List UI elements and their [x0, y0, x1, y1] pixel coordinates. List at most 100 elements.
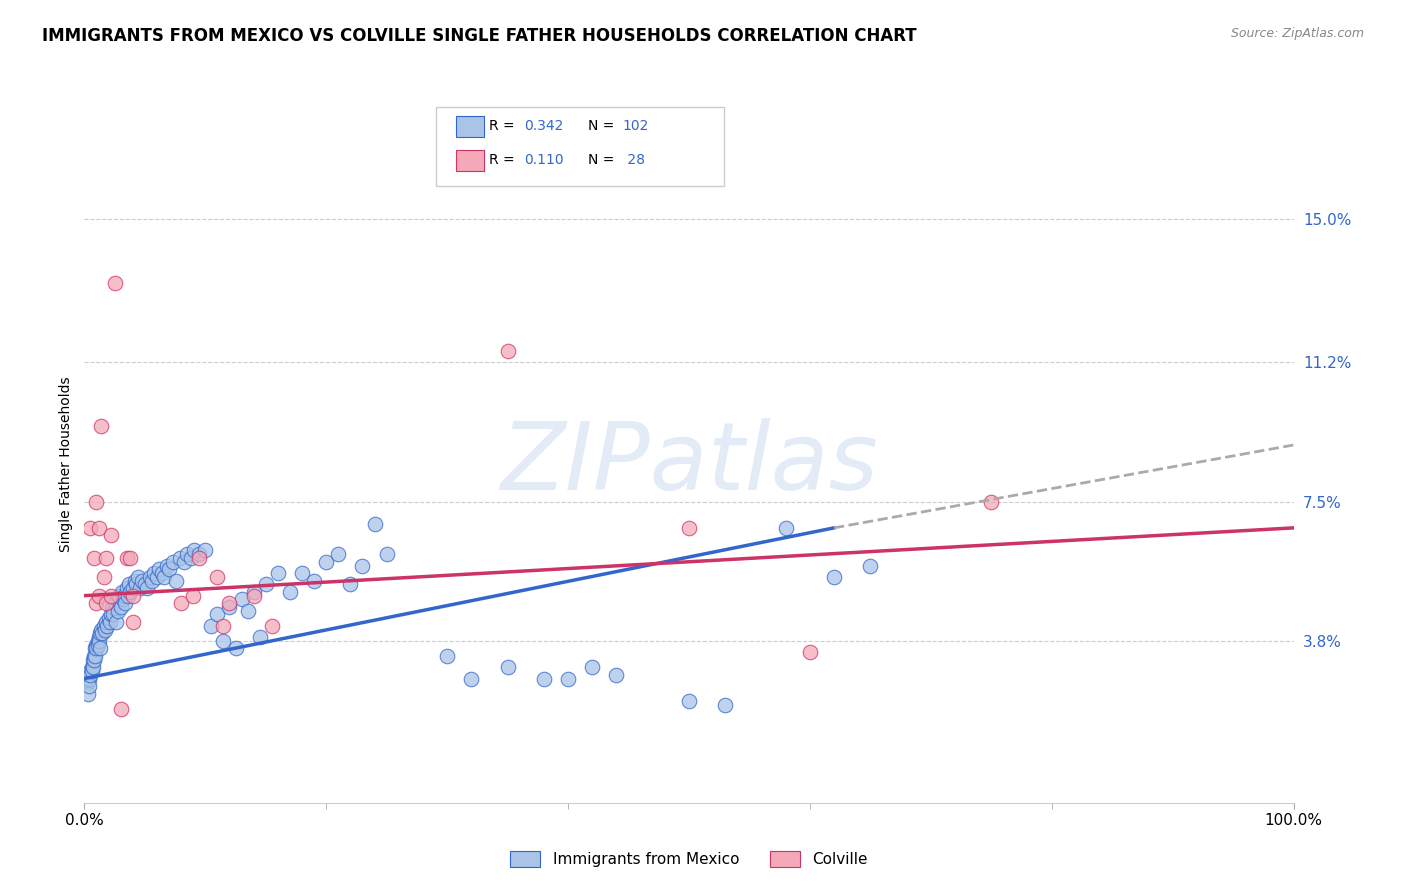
Point: [86, 638, 108, 652]
Point: [111, 585, 134, 599]
Text: 28: 28: [623, 153, 645, 167]
Point: [242, 589, 264, 603]
Point: [980, 494, 1002, 508]
Point: [87, 521, 110, 535]
Point: [105, 592, 128, 607]
Point: [77, 679, 100, 693]
Point: [207, 570, 229, 584]
Point: [249, 630, 271, 644]
Point: [194, 543, 217, 558]
Point: [118, 577, 141, 591]
Point: [496, 343, 519, 358]
Point: [218, 596, 240, 610]
Point: [328, 547, 350, 561]
Point: [94, 596, 117, 610]
Text: 0.110: 0.110: [524, 153, 564, 167]
Point: [104, 596, 127, 610]
Point: [218, 599, 240, 614]
Text: Source: ZipAtlas.com: Source: ZipAtlas.com: [1230, 27, 1364, 40]
Point: [169, 551, 191, 566]
Point: [77, 687, 100, 701]
Point: [183, 543, 205, 558]
Point: [87, 630, 110, 644]
Point: [162, 555, 184, 569]
Point: [114, 596, 136, 610]
Point: [84, 648, 107, 663]
Point: [89, 641, 111, 656]
Point: [212, 633, 235, 648]
Point: [302, 574, 325, 588]
Point: [120, 551, 142, 566]
Point: [110, 599, 132, 614]
Point: [79, 664, 101, 678]
Point: [115, 551, 138, 566]
Point: [170, 596, 193, 610]
Text: R =: R =: [489, 153, 519, 167]
Point: [82, 653, 104, 667]
Point: [148, 562, 170, 576]
Point: [460, 672, 482, 686]
Point: [94, 551, 117, 566]
Point: [87, 633, 110, 648]
Point: [146, 570, 169, 584]
Point: [86, 494, 108, 508]
Text: 102: 102: [623, 119, 650, 133]
Point: [141, 574, 163, 588]
Point: [775, 521, 797, 535]
Point: [291, 566, 314, 580]
Point: [188, 551, 211, 566]
Point: [339, 577, 361, 591]
Text: N =: N =: [588, 153, 619, 167]
Text: 0.342: 0.342: [524, 119, 564, 133]
Point: [136, 581, 159, 595]
Point: [112, 589, 135, 603]
Point: [110, 701, 132, 715]
Point: [242, 585, 264, 599]
Point: [82, 660, 104, 674]
Point: [176, 547, 198, 561]
Point: [83, 551, 105, 566]
Point: [143, 566, 166, 580]
Point: [103, 607, 125, 622]
Point: [79, 667, 101, 681]
Point: [129, 581, 152, 595]
Point: [100, 589, 122, 603]
Point: [121, 615, 143, 629]
Point: [97, 611, 120, 625]
Point: [90, 623, 112, 637]
Point: [94, 615, 117, 629]
Point: [96, 619, 118, 633]
Point: [496, 660, 519, 674]
Point: [76, 672, 98, 686]
Point: [93, 570, 115, 584]
Point: [581, 660, 603, 674]
Point: [125, 577, 148, 591]
Y-axis label: Single Father Households: Single Father Households: [59, 376, 73, 551]
Text: R =: R =: [489, 119, 519, 133]
Point: [155, 558, 177, 573]
Point: [121, 581, 143, 595]
Point: [86, 633, 108, 648]
Point: [131, 574, 153, 588]
Point: [267, 566, 290, 580]
Point: [236, 604, 259, 618]
Point: [200, 619, 222, 633]
Point: [79, 521, 101, 535]
Point: [173, 555, 195, 569]
Point: [150, 566, 173, 580]
Point: [100, 528, 122, 542]
Point: [363, 517, 385, 532]
Point: [124, 574, 146, 588]
Point: [254, 577, 277, 591]
Point: [278, 585, 301, 599]
Point: [83, 648, 105, 663]
Point: [859, 558, 882, 573]
Point: [714, 698, 737, 712]
Point: [153, 570, 176, 584]
Point: [100, 607, 122, 622]
Point: [352, 558, 374, 573]
Point: [86, 596, 108, 610]
Point: [84, 641, 107, 656]
Point: [678, 521, 700, 535]
Point: [375, 547, 398, 561]
